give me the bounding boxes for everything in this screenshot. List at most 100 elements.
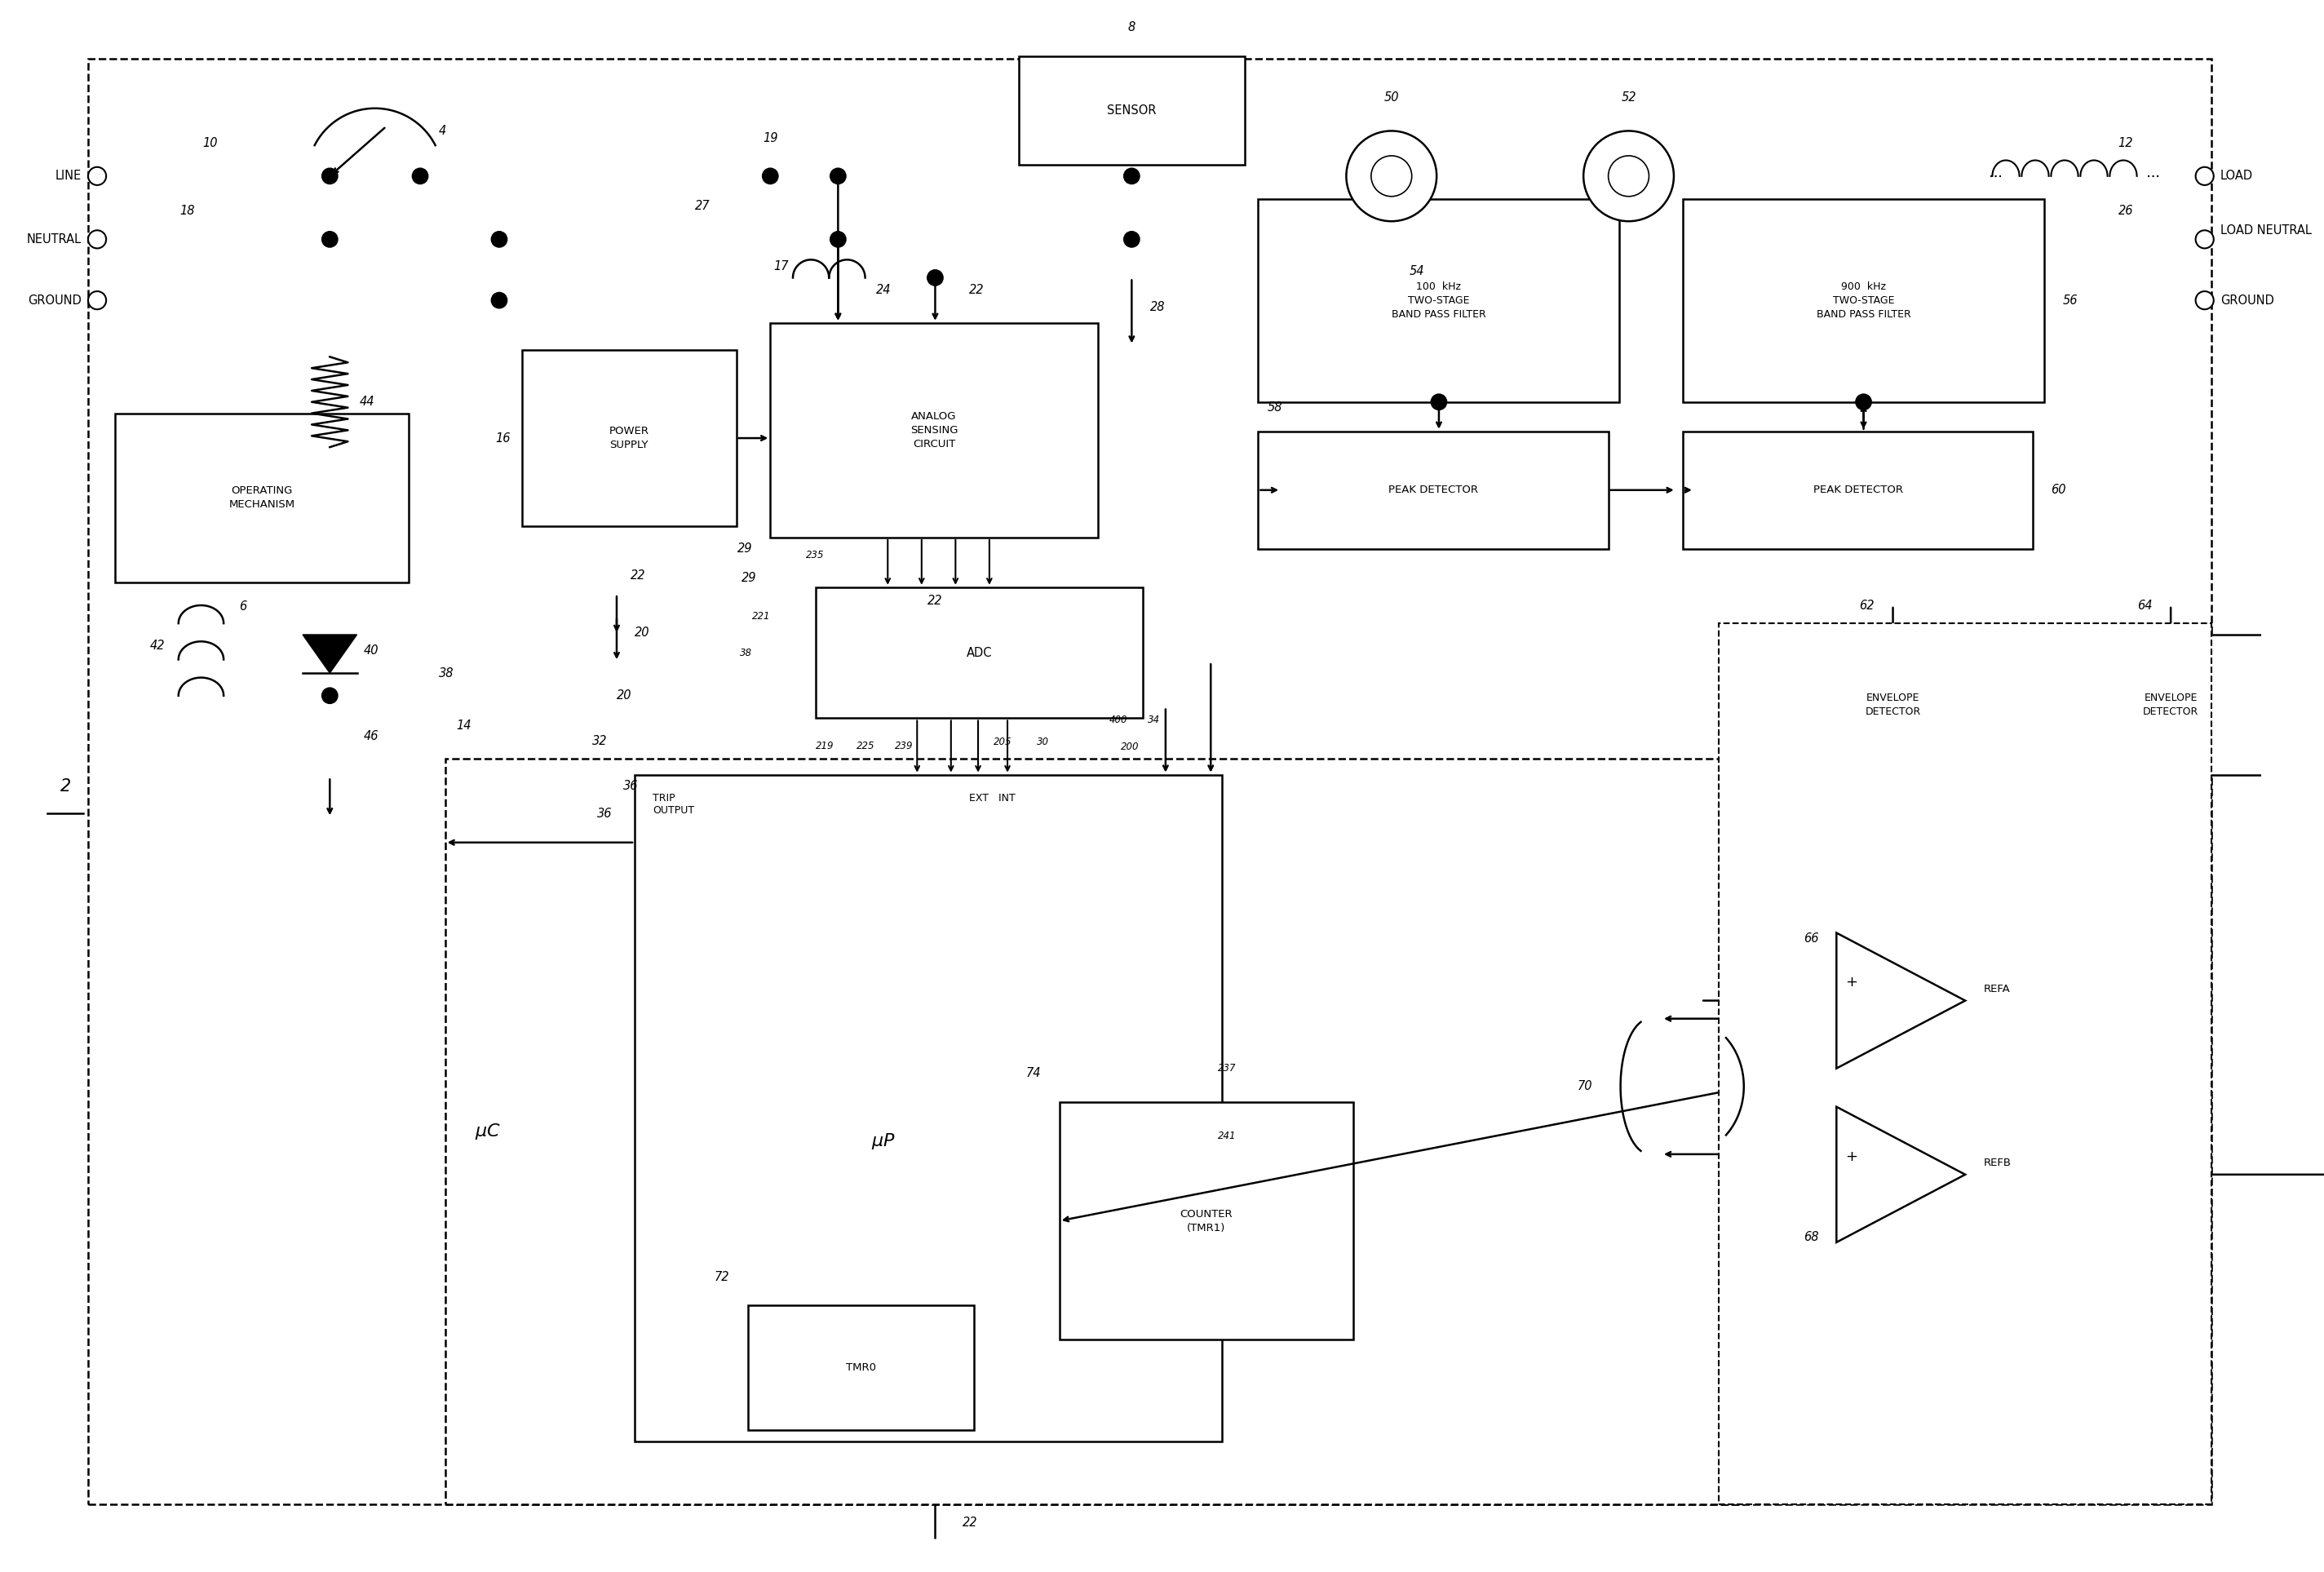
Circle shape: [830, 231, 846, 247]
Text: 22: 22: [969, 283, 983, 296]
Text: 6: 6: [239, 601, 246, 613]
Circle shape: [490, 231, 507, 247]
Text: 42: 42: [149, 640, 165, 652]
Text: 14: 14: [456, 720, 472, 733]
Text: 30: 30: [1037, 737, 1048, 748]
Text: 70: 70: [1578, 1080, 1592, 1093]
Bar: [634, 775, 1222, 1442]
Text: 22: 22: [962, 1517, 978, 1528]
Text: 221: 221: [753, 612, 769, 623]
Circle shape: [927, 270, 944, 286]
Text: 46: 46: [363, 729, 379, 742]
Text: 64: 64: [2136, 601, 2152, 612]
Text: 10: 10: [202, 137, 218, 149]
Text: 54: 54: [1411, 264, 1425, 277]
Bar: [1683, 198, 2045, 402]
Text: 27: 27: [695, 200, 711, 212]
Bar: [1018, 57, 1246, 165]
Circle shape: [1608, 156, 1650, 196]
Text: 56: 56: [2061, 294, 2078, 307]
Text: 19: 19: [762, 132, 779, 145]
Text: ENVELOPE
DETECTOR: ENVELOPE DETECTOR: [2143, 692, 2199, 717]
Text: LINE: LINE: [56, 170, 81, 182]
Text: 8: 8: [1127, 22, 1136, 33]
Circle shape: [2196, 167, 2215, 185]
Circle shape: [1346, 130, 1436, 222]
Bar: [523, 351, 737, 527]
Circle shape: [2196, 291, 2215, 310]
Polygon shape: [302, 635, 358, 673]
Text: 52: 52: [1622, 91, 1636, 104]
Circle shape: [411, 168, 428, 184]
Text: POWER
SUPPLY: POWER SUPPLY: [609, 426, 648, 450]
Text: 50: 50: [1383, 91, 1399, 104]
Text: 225: 225: [855, 740, 874, 751]
Text: 28: 28: [1150, 300, 1164, 313]
Text: GROUND: GROUND: [2219, 294, 2275, 307]
Text: 16: 16: [495, 432, 511, 445]
Text: 12: 12: [2117, 137, 2133, 149]
Circle shape: [88, 230, 107, 248]
Text: PEAK DETECTOR: PEAK DETECTOR: [1387, 484, 1478, 495]
Text: 26: 26: [2117, 204, 2133, 217]
Text: OPERATING
MECHANISM: OPERATING MECHANISM: [230, 486, 295, 511]
Text: 29: 29: [737, 542, 753, 555]
Circle shape: [2196, 230, 2215, 248]
Circle shape: [1371, 156, 1411, 196]
Bar: [444, 759, 1743, 1504]
Text: 38: 38: [739, 648, 753, 659]
Text: 44: 44: [360, 396, 374, 409]
Text: 237: 237: [1218, 1063, 1236, 1074]
Text: 17: 17: [774, 261, 788, 272]
Text: 68: 68: [1803, 1231, 1817, 1243]
Text: REFB: REFB: [1982, 1159, 2010, 1168]
Text: 74: 74: [1027, 1067, 1041, 1080]
Circle shape: [1855, 395, 1871, 410]
Text: ENVELOPE
DETECTOR: ENVELOPE DETECTOR: [1866, 692, 1920, 717]
Circle shape: [830, 168, 846, 184]
Text: 219: 219: [816, 740, 834, 751]
Text: 400: 400: [1109, 714, 1127, 725]
Circle shape: [1432, 395, 1448, 410]
Circle shape: [1583, 130, 1673, 222]
Text: 18: 18: [179, 204, 195, 217]
Text: 24: 24: [876, 283, 890, 296]
Text: 34: 34: [1148, 714, 1160, 725]
Bar: [1257, 431, 1608, 549]
Bar: [816, 588, 1143, 718]
Text: 4: 4: [439, 124, 446, 137]
Text: TRIP
OUTPUT: TRIP OUTPUT: [653, 792, 695, 816]
Text: +: +: [1845, 1149, 1857, 1163]
Bar: [2047, 635, 2296, 775]
Text: $\mu$C: $\mu$C: [474, 1122, 502, 1141]
Text: NEUTRAL: NEUTRAL: [26, 233, 81, 245]
Circle shape: [88, 167, 107, 185]
Text: ADC: ADC: [967, 646, 992, 659]
Bar: [1683, 431, 2034, 549]
Text: 36: 36: [623, 780, 639, 792]
Text: 200: 200: [1120, 742, 1139, 751]
Text: COUNTER
(TMR1): COUNTER (TMR1): [1181, 1209, 1232, 1232]
Text: GROUND: GROUND: [28, 294, 81, 307]
Text: 900  kHz
TWO-STAGE
BAND PASS FILTER: 900 kHz TWO-STAGE BAND PASS FILTER: [1817, 281, 1910, 319]
Text: REFA: REFA: [1982, 984, 2010, 995]
Text: LOAD NEUTRAL: LOAD NEUTRAL: [2219, 225, 2312, 236]
Text: 29: 29: [741, 572, 758, 585]
Text: 100  kHz
TWO-STAGE
BAND PASS FILTER: 100 kHz TWO-STAGE BAND PASS FILTER: [1392, 281, 1485, 319]
Text: 72: 72: [713, 1270, 730, 1283]
Text: 20: 20: [616, 690, 632, 701]
Text: 20: 20: [634, 626, 651, 638]
Circle shape: [323, 687, 337, 704]
Text: 22: 22: [630, 569, 646, 582]
Text: 239: 239: [895, 740, 913, 751]
Text: SENSOR: SENSOR: [1106, 104, 1157, 116]
Bar: [769, 322, 1097, 538]
Text: $\mu$P: $\mu$P: [872, 1132, 895, 1151]
Bar: [748, 1306, 974, 1431]
Text: 66: 66: [1803, 932, 1817, 945]
Polygon shape: [1836, 932, 1966, 1069]
Text: 58: 58: [1267, 401, 1283, 413]
Text: EXT   INT: EXT INT: [969, 792, 1016, 803]
Text: 60: 60: [2052, 484, 2066, 497]
Text: ANALOG
SENSING
CIRCUIT: ANALOG SENSING CIRCUIT: [911, 410, 957, 450]
